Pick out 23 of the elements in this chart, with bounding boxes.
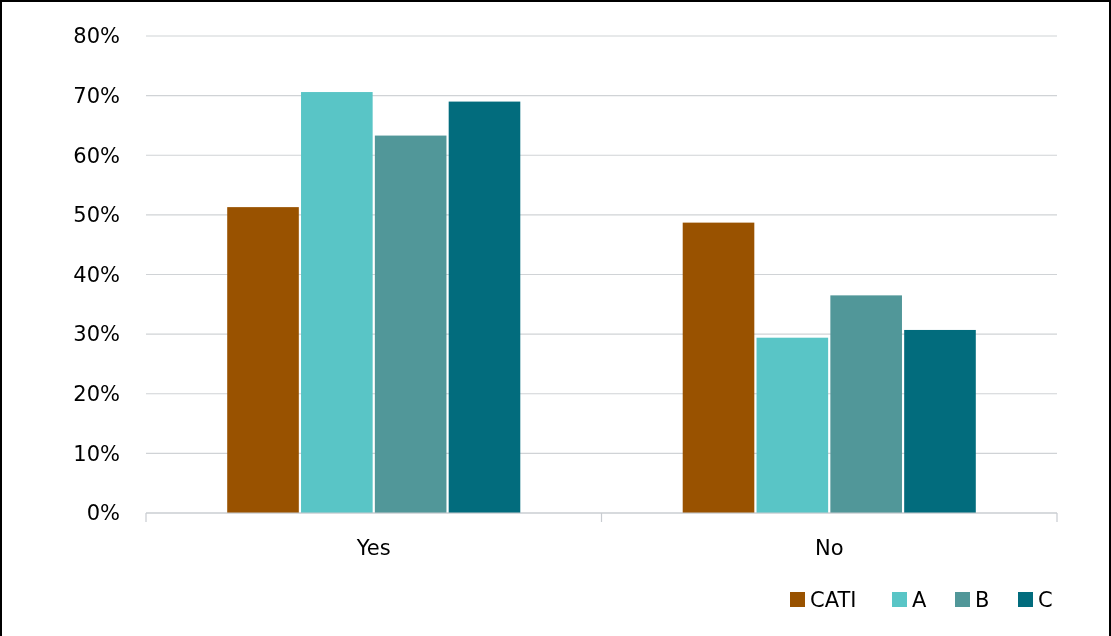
legend-label: A	[912, 588, 927, 613]
y-tick-label: 60%	[73, 143, 120, 168]
x-tick-label: No	[814, 536, 844, 560]
bar	[448, 101, 521, 513]
legend-label: B	[975, 588, 990, 613]
bar	[830, 295, 902, 513]
bar	[904, 329, 976, 513]
y-tick-label: 20%	[73, 382, 120, 407]
legend-label: CATI	[810, 588, 857, 613]
y-tick-label: 30%	[73, 322, 120, 347]
bar	[682, 222, 755, 513]
legend-label: C	[1038, 588, 1053, 613]
bar	[374, 135, 447, 513]
bar	[301, 92, 373, 513]
y-tick-label: 50%	[73, 203, 120, 228]
y-tick-label: 10%	[73, 441, 120, 466]
y-tick-label: 80%	[73, 24, 120, 49]
y-tick-label: 40%	[73, 262, 120, 287]
x-tick-label: Yes	[355, 536, 391, 560]
bar	[227, 207, 299, 513]
bar	[756, 337, 829, 513]
y-tick-label: 70%	[73, 83, 120, 108]
y-tick-label: 0%	[86, 501, 120, 526]
